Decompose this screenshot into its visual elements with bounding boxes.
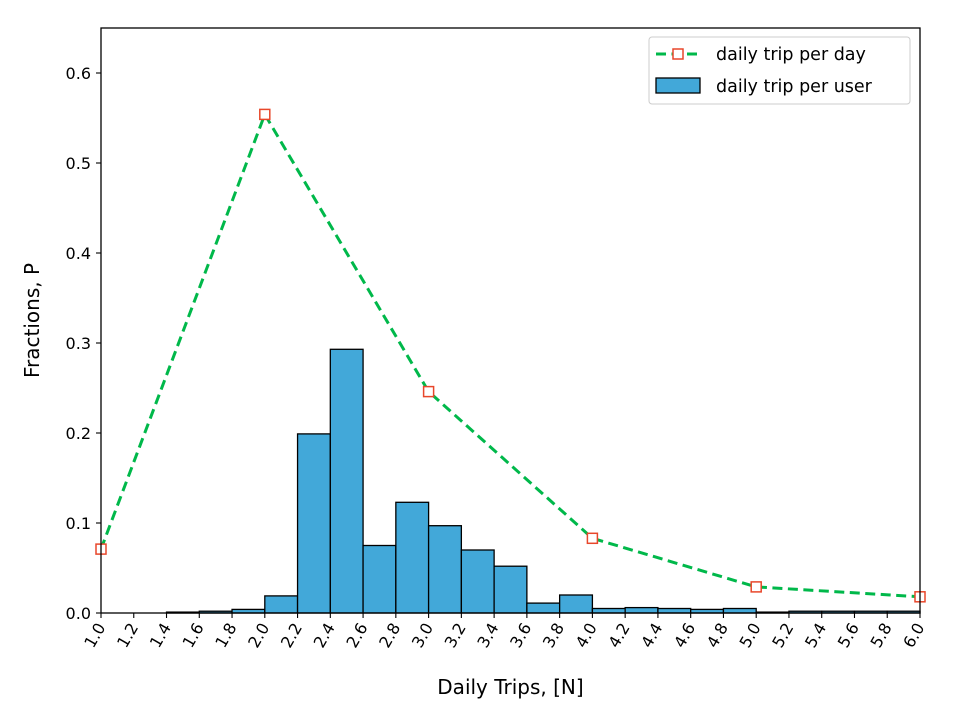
y-tick-label: 0.2 [66, 424, 91, 443]
x-tick-label: 1.4 [146, 620, 175, 652]
histogram-bar [296, 433, 331, 614]
x-tick-label: 2.4 [310, 620, 339, 652]
line-path [99, 110, 921, 599]
y-tick-label: 0.5 [66, 154, 91, 173]
legend-bar-swatch [655, 77, 701, 94]
line-point [586, 532, 599, 545]
histogram-bar [264, 595, 299, 614]
x-tick-label: 4.8 [703, 620, 732, 652]
legend-bar-label: daily trip per user [716, 77, 873, 97]
x-tick-label: 3.8 [539, 620, 568, 652]
plot-frame [100, 27, 921, 614]
histogram-bar [460, 549, 495, 614]
line-point [422, 385, 435, 398]
x-tick-label: 1.6 [179, 620, 208, 652]
histogram-bar [362, 544, 397, 614]
x-tick-label: 2.2 [277, 620, 306, 652]
histogram-bar [329, 348, 364, 614]
x-tick-label: 5.0 [735, 620, 764, 652]
histogram-bars [165, 348, 921, 614]
x-tick-label: 5.8 [867, 620, 896, 652]
x-tick-label: 4.2 [604, 620, 633, 652]
x-tick-label: 4.4 [637, 620, 666, 652]
y-tick-label: 0.4 [66, 244, 91, 263]
histogram-bar [526, 602, 561, 614]
histogram-bar [657, 607, 692, 614]
legend-box [648, 36, 911, 105]
histogram-bar [427, 525, 463, 614]
x-tick-label: 2.8 [375, 620, 404, 652]
x-tick-label: 5.4 [801, 620, 830, 652]
x-tick-label: 3.2 [441, 620, 470, 652]
x-tick-label: 1.8 [211, 620, 240, 652]
x-tick-label: 5.2 [768, 620, 797, 652]
y-axis-ticks: 0.0 0.1 0.2 0.3 0.4 0.5 0.6 [66, 64, 101, 623]
y-tick-label: 0.6 [66, 64, 91, 83]
x-tick-label: 6.0 [899, 620, 928, 652]
line-point [259, 108, 271, 121]
line-point [750, 581, 762, 593]
y-tick-label: 0.0 [66, 604, 91, 623]
histogram-bar [558, 594, 594, 614]
x-axis-label: Daily Trips, [N] [437, 675, 583, 699]
x-tick-label: 1.0 [80, 620, 109, 652]
histogram-bar [591, 607, 626, 614]
histogram-bar [624, 606, 659, 614]
x-tick-label: 5.6 [834, 620, 863, 652]
x-tick-label: 3.6 [506, 620, 535, 652]
legend: daily trip per day daily trip per user [648, 36, 911, 105]
x-tick-label: 2.6 [342, 620, 371, 652]
x-axis-ticks: 1.0 1.2 1.4 1.6 1.8 2.0 2.2 2.4 2.6 2.8 3.0 3.2 3.4 3… [80, 613, 928, 651]
legend-line-marker [672, 48, 684, 60]
y-tick-label: 0.3 [66, 334, 91, 353]
x-tick-label: 3.4 [473, 620, 502, 652]
histogram-bar [722, 607, 757, 614]
x-tick-label: 1.2 [113, 620, 142, 652]
y-axis-label: Fractions, P [20, 263, 44, 378]
x-tick-label: 4.6 [670, 620, 699, 652]
x-tick-label: 4.0 [572, 620, 601, 652]
legend-line-label: daily trip per day [716, 45, 866, 65]
x-tick-label: 2.0 [244, 620, 273, 652]
trip-per-day-line [95, 108, 926, 603]
x-tick-label: 3.0 [408, 620, 437, 652]
histogram-bar [395, 501, 430, 614]
histogram-bar [493, 565, 528, 614]
y-tick-label: 0.1 [66, 514, 91, 533]
